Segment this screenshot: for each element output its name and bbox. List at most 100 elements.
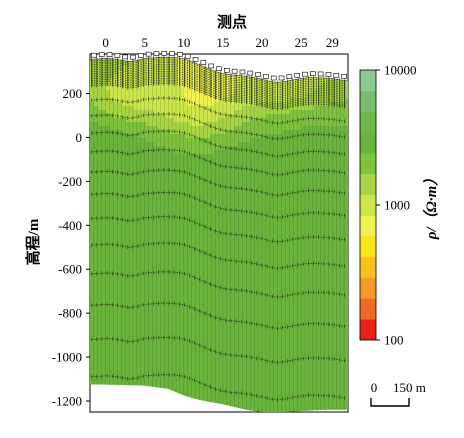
resistivity-cell xyxy=(162,70,167,75)
resistivity-cell xyxy=(302,350,307,355)
resistivity-cell xyxy=(234,270,239,275)
resistivity-cell xyxy=(138,146,143,151)
resistivity-cell xyxy=(198,294,203,299)
resistivity-cell xyxy=(138,250,143,255)
resistivity-cell xyxy=(254,158,259,163)
resistivity-cell xyxy=(226,86,231,91)
resistivity-cell xyxy=(94,366,99,371)
resistivity-cell xyxy=(282,126,287,131)
resistivity-cell xyxy=(210,322,215,327)
resistivity-cell xyxy=(94,242,99,247)
resistivity-cell xyxy=(170,86,175,91)
resistivity-cell xyxy=(118,122,123,127)
resistivity-cell xyxy=(198,170,203,175)
resistivity-cell xyxy=(98,298,103,303)
resistivity-cell xyxy=(174,174,179,179)
resistivity-cell xyxy=(298,382,303,387)
resistivity-cell xyxy=(294,186,299,191)
resistivity-cell xyxy=(294,66,299,71)
resistivity-cell xyxy=(246,326,251,331)
resistivity-cell xyxy=(290,294,295,299)
resistivity-cell xyxy=(186,146,191,151)
resistivity-cell xyxy=(262,66,267,71)
resistivity-cell xyxy=(158,258,163,263)
resistivity-cell xyxy=(126,158,131,163)
resistivity-cell xyxy=(186,350,191,355)
resistivity-cell xyxy=(242,202,247,207)
resistivity-cell xyxy=(310,106,315,111)
resistivity-cell xyxy=(222,126,227,131)
resistivity-cell xyxy=(266,386,271,391)
resistivity-cell xyxy=(202,286,207,291)
resistivity-cell xyxy=(186,170,191,175)
resistivity-cell xyxy=(234,170,239,175)
resistivity-cell xyxy=(198,290,203,295)
resistivity-cell xyxy=(198,270,203,275)
resistivity-cell xyxy=(130,166,135,171)
resistivity-cell xyxy=(174,358,179,363)
resistivity-cell xyxy=(134,86,139,91)
resistivity-cell xyxy=(214,286,219,291)
resistivity-cell xyxy=(242,150,247,155)
resistivity-cell xyxy=(102,174,107,179)
resistivity-cell xyxy=(234,362,239,367)
resistivity-cell xyxy=(262,166,267,171)
resistivity-cell xyxy=(278,130,283,135)
resistivity-cell xyxy=(234,226,239,231)
resistivity-cell xyxy=(94,122,99,127)
resistivity-cell xyxy=(134,190,139,195)
resistivity-cell xyxy=(178,230,183,235)
resistivity-cell xyxy=(310,66,315,71)
resistivity-cell xyxy=(110,322,115,327)
resistivity-cell xyxy=(194,146,199,151)
resistivity-cell xyxy=(274,58,279,63)
resistivity-cell xyxy=(170,358,175,363)
resistivity-cell xyxy=(130,358,135,363)
resistivity-cell xyxy=(254,294,259,299)
resistivity-cell xyxy=(286,106,291,111)
resistivity-cell xyxy=(250,310,255,315)
resistivity-cell xyxy=(134,122,139,127)
resistivity-cell xyxy=(262,230,267,235)
resistivity-cell xyxy=(202,230,207,235)
resistivity-cell xyxy=(262,346,267,351)
resistivity-cell xyxy=(206,402,211,407)
resistivity-cell xyxy=(142,166,147,171)
resistivity-cell xyxy=(166,158,171,163)
resistivity-cell xyxy=(158,362,163,367)
resistivity-cell xyxy=(118,350,123,355)
resistivity-cell xyxy=(170,198,175,203)
resistivity-cell xyxy=(118,234,123,239)
resistivity-cell xyxy=(302,330,307,335)
resistivity-cell xyxy=(274,230,279,235)
resistivity-cell xyxy=(162,110,167,115)
resistivity-cell xyxy=(234,174,239,179)
resistivity-cell xyxy=(274,346,279,351)
resistivity-cell xyxy=(122,94,127,99)
resistivity-cell xyxy=(182,134,187,139)
resistivity-cell xyxy=(94,162,99,167)
resistivity-cell xyxy=(90,102,95,107)
resistivity-cell xyxy=(174,142,179,147)
resistivity-cell xyxy=(210,230,215,235)
resistivity-cell xyxy=(158,70,163,75)
resistivity-cell xyxy=(186,174,191,179)
resistivity-cell xyxy=(298,274,303,279)
resistivity-cell xyxy=(274,118,279,123)
resistivity-cell xyxy=(234,62,239,67)
resistivity-cell xyxy=(258,290,263,295)
resistivity-cell xyxy=(222,382,227,387)
resistivity-cell xyxy=(242,78,247,83)
resistivity-cell xyxy=(290,106,295,111)
resistivity-cell xyxy=(186,382,191,387)
resistivity-cell xyxy=(118,226,123,231)
resistivity-cell xyxy=(226,210,231,215)
resistivity-cell xyxy=(286,66,291,71)
resistivity-cell xyxy=(178,206,183,211)
resistivity-cell xyxy=(98,314,103,319)
resistivity-cell xyxy=(230,314,235,319)
resistivity-cell xyxy=(166,262,171,267)
resistivity-cell xyxy=(238,186,243,191)
resistivity-cell xyxy=(218,266,223,271)
resistivity-cell xyxy=(166,182,171,187)
